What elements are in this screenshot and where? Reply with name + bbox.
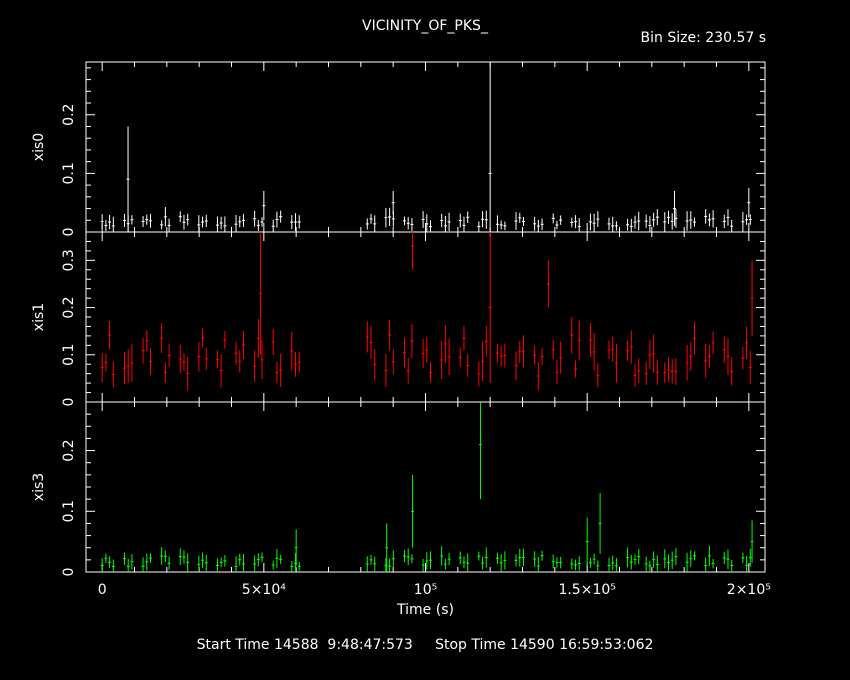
y-tick-label: 0.1 bbox=[61, 344, 77, 366]
xis0-panel: 0 0.1 0.2 xis0 bbox=[31, 61, 766, 237]
stop-time-label: Stop Time 14590 16:59:53:062 bbox=[435, 637, 654, 653]
xis3-frame bbox=[85, 401, 766, 573]
x-tick-label: 2×10⁵ bbox=[727, 582, 771, 598]
xis0-series bbox=[100, 62, 752, 232]
y-axis-label: xis0 bbox=[31, 133, 47, 161]
xis0-frame bbox=[85, 61, 766, 233]
xis1-series bbox=[100, 232, 754, 391]
xis3-panel: 0 0.1 0.2 xis3 bbox=[31, 401, 766, 577]
y-tick-label: 0 bbox=[61, 568, 77, 577]
y-tick-label: 0.2 bbox=[61, 439, 77, 461]
x-axis-label: Time (s) bbox=[396, 602, 454, 618]
x-tick-label: 10⁵ bbox=[414, 582, 437, 598]
chart-title: VICINITY_OF_PKS_ bbox=[362, 18, 488, 34]
xis3-series bbox=[100, 402, 754, 572]
y-axis-label: xis1 bbox=[31, 303, 47, 331]
x-tick-label: 1.5×10⁵ bbox=[558, 582, 615, 598]
y-axis-label: xis3 bbox=[31, 473, 47, 501]
x-tick-label: 5×10⁴ bbox=[242, 582, 286, 598]
y-tick-label: 0.2 bbox=[61, 296, 77, 318]
start-time-label: Start Time 14588 9:48:47:573 bbox=[196, 637, 413, 653]
bin-size-label: Bin Size: 230.57 s bbox=[640, 30, 766, 46]
y-tick-label: 0.2 bbox=[61, 104, 77, 126]
x-tick-label: 0 bbox=[98, 582, 107, 598]
y-tick-label: 0.1 bbox=[61, 162, 77, 184]
xis1-panel: 0 0.1 0.2 0.3 xis1 bbox=[31, 231, 766, 407]
y-tick-label: 0 bbox=[61, 398, 77, 407]
y-tick-label: 0 bbox=[61, 228, 77, 237]
time-range-footer: Start Time 14588 9:48:47:573 Stop Time 1… bbox=[0, 637, 850, 653]
y-tick-label: 0.1 bbox=[61, 500, 77, 522]
y-tick-label: 0.3 bbox=[61, 249, 77, 271]
